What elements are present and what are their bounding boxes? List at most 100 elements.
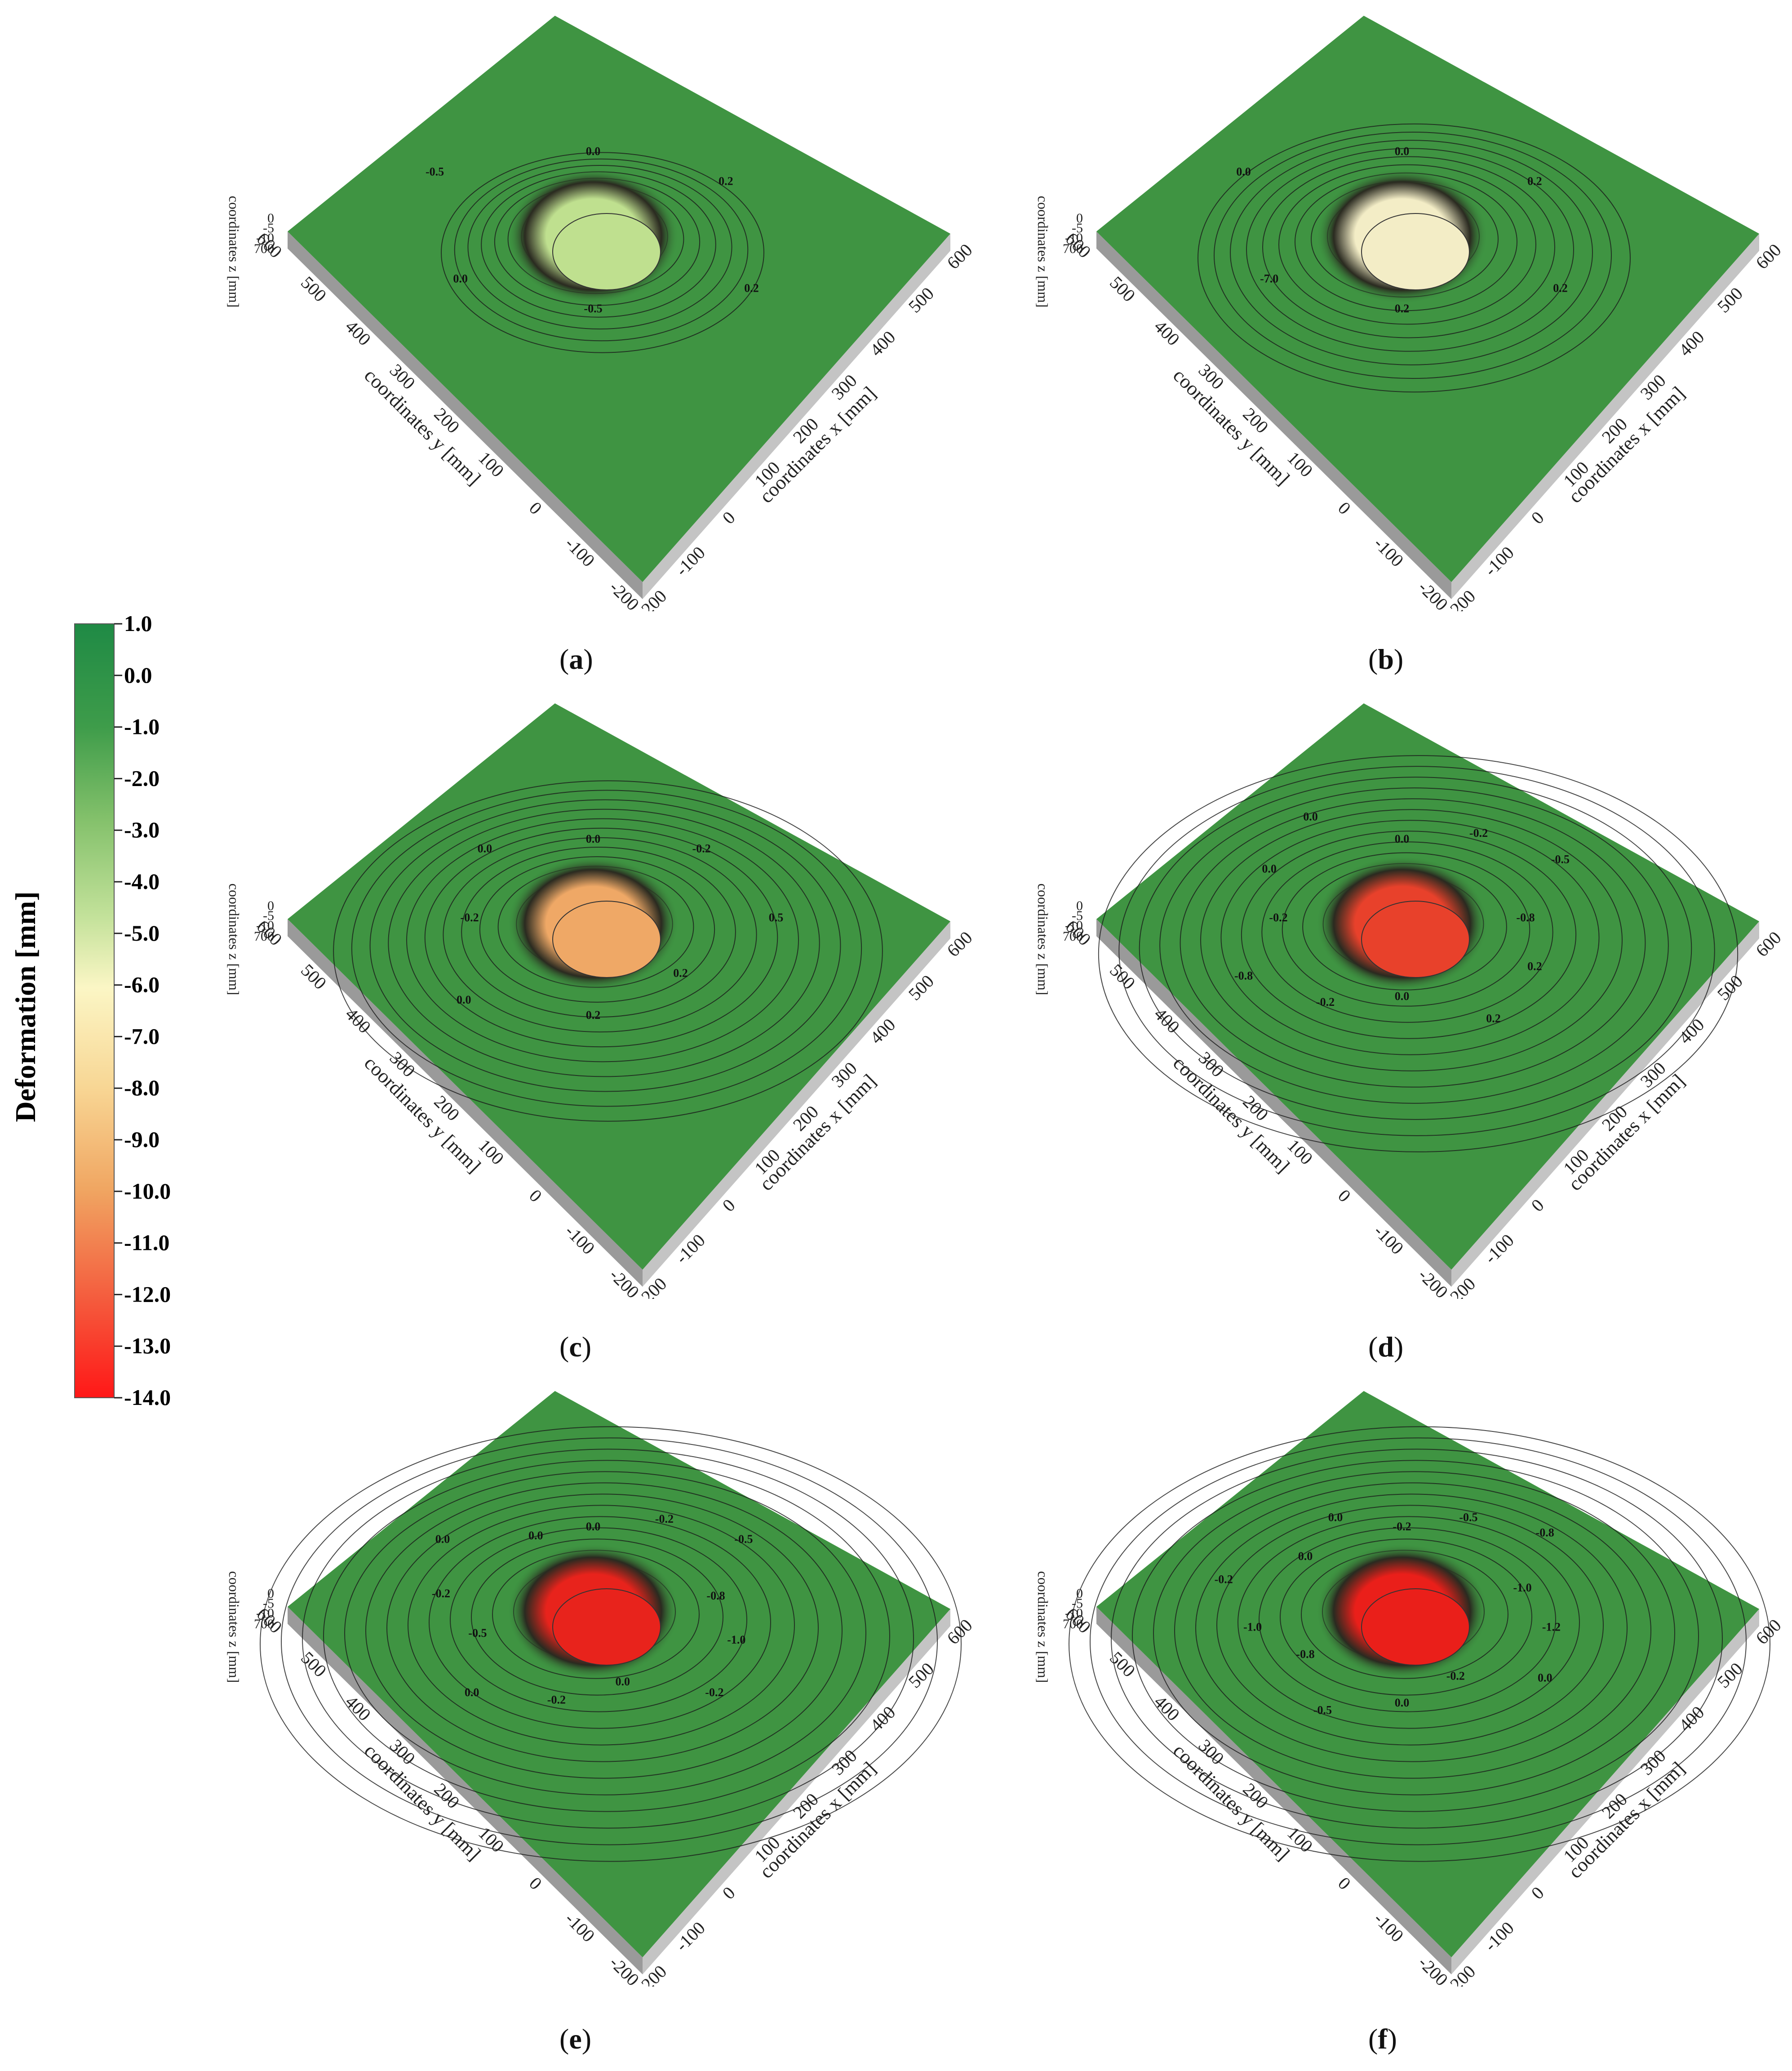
contour-line [406, 818, 799, 1062]
contour-label: -0.5 [1551, 853, 1570, 866]
z-tick-label: -5 [263, 221, 274, 236]
y-tick-label: 0 [525, 1185, 546, 1206]
x-tick-label: 0 [719, 1883, 739, 1903]
z-axis-label: coordinates z [mm] [226, 196, 242, 308]
surface-side-left [288, 231, 643, 599]
contour-line [1069, 1426, 1770, 1862]
x-tick-label: 0 [1527, 1195, 1548, 1216]
contour-label: -0.2 [432, 1587, 450, 1600]
contour-line [1246, 148, 1574, 352]
z-axis-label: coordinates z [mm] [1035, 196, 1051, 308]
contour-line [1174, 1482, 1651, 1779]
z-tick-label: 0 [267, 211, 274, 226]
z-tick-label: 0 [1076, 898, 1083, 913]
contour-label: 0.0 [1538, 1671, 1552, 1684]
contour-label: -0.5 [584, 302, 602, 315]
contour-line [1118, 766, 1715, 1136]
surface-side-right [643, 921, 950, 1287]
contour-line [1198, 123, 1631, 393]
contour-label: 0.0 [435, 1533, 450, 1546]
contour-line [281, 1437, 938, 1845]
z-tick-label: -5 [1072, 908, 1083, 923]
contour-line [365, 1482, 843, 1779]
contour-label: -0.2 [547, 1693, 566, 1707]
z-tick-label: 0 [1076, 211, 1083, 226]
deformation-center [552, 213, 661, 290]
contour-label: 0.0 [1395, 145, 1410, 158]
contour-line [450, 1527, 747, 1712]
surface-plot: -0.2 -0.5 -0.8 -1.0 -1.2 0.0 -0.2 0.0 -0.5 -0.8 -1… [1035, 1391, 1785, 1987]
surface-side-right [643, 234, 950, 599]
contour-label: 0.2 [673, 967, 688, 980]
y-tick-label: 0 [1334, 1185, 1355, 1206]
z-tick-label: -10 [1065, 1606, 1083, 1621]
contour-line [1200, 809, 1623, 1071]
contour-label: 0.0 [465, 1686, 479, 1699]
contour-label: 0.2 [1486, 1012, 1501, 1025]
contour-line [1180, 798, 1646, 1088]
caption-c: (c) [559, 1331, 592, 1363]
x-tick-label: 0 [719, 507, 739, 528]
contour-line [388, 809, 820, 1077]
y-top-tick-label: 700 [1063, 241, 1083, 256]
y-top-tick-label: 700 [1063, 929, 1083, 944]
y-top-tick-label: 700 [1063, 1617, 1083, 1631]
colorbar-svg: 1.0 0.0 -1.0 -2.0 -3.0 -4.0 -5.0 -6.0 -7.0 -8.0 -9… [9, 611, 171, 1410]
contour-line [369, 799, 841, 1092]
contour-label: -7.0 [1260, 272, 1278, 285]
contour-label: 0.0 [528, 1529, 543, 1542]
contour-label: 0.2 [1527, 175, 1542, 188]
contour-label: 0.0 [1298, 1550, 1313, 1563]
deformation-center [1361, 213, 1470, 290]
panel-d: 0.0 -0.2 -0.5 -0.8 0.2 0.2 0.0 -0.2 -0.8 -0.2 0.0 0… [1011, 688, 1792, 1299]
colorbar-gradient [74, 623, 115, 1398]
contour-label: -0.2 [1269, 911, 1287, 924]
colorbar-tick-label: -2.0 [124, 765, 160, 791]
z-tick-label: -10 [256, 1606, 274, 1621]
contour-line [1278, 164, 1536, 325]
contour-line [1139, 777, 1692, 1120]
surface-side-left [288, 1607, 643, 1974]
deformation-center [1361, 901, 1470, 978]
y-tick-label: 0 [525, 1873, 546, 1893]
contour-line [1282, 852, 1530, 1007]
contour-label: -0.8 [1536, 1526, 1554, 1539]
z-tick-label: -10 [1065, 918, 1083, 933]
contour-label: -0.5 [468, 1627, 487, 1640]
surface-plot: 0.00.20.2-0.50.0-0.5-200-100010020030040… [226, 16, 976, 611]
contour-line [1098, 755, 1739, 1152]
y-tick-label: 0 [1334, 498, 1355, 518]
contour-label: -0.8 [1516, 911, 1535, 924]
z-tick-label: 0 [267, 898, 274, 913]
z-tick-label: 0 [267, 1586, 274, 1601]
contour-label: 0.5 [769, 911, 784, 924]
deformation-center [552, 901, 661, 978]
contour-line [344, 1471, 866, 1795]
contour-label: 0.2 [744, 282, 759, 295]
deformation-center [1361, 1588, 1470, 1666]
contour-line [1214, 131, 1612, 379]
contour-label: 0.2 [1553, 282, 1568, 295]
contour-label: -0.5 [1313, 1703, 1332, 1716]
contour-line [386, 1493, 819, 1762]
colorbar-tick-label: -6.0 [124, 972, 160, 997]
contour-line [1090, 1437, 1747, 1845]
colorbar-tick-label: -1.0 [124, 714, 160, 739]
contour-line [1261, 841, 1553, 1023]
panel-a: 0.0 0.2 0.2 -0.5 0.0 -0.5 -200 -100 0 100 200 300 40… [202, 0, 1011, 611]
colorbar-tick-label: -12.0 [124, 1281, 171, 1307]
contour-label: -1.0 [1243, 1620, 1262, 1633]
colorbar-tick-label: -7.0 [124, 1023, 160, 1049]
colorbar-tick-label: -3.0 [124, 817, 160, 842]
x-tick-label: 0 [1527, 507, 1548, 528]
contour-label: -0.8 [706, 1589, 725, 1602]
contour-line [424, 827, 778, 1048]
contour-label: -0.2 [460, 911, 479, 924]
z-tick-label: -5 [1072, 1596, 1083, 1611]
contour-label: -0.2 [705, 1686, 723, 1699]
contour-line [351, 790, 862, 1107]
contour-label: -0.2 [1446, 1670, 1465, 1683]
colorbar: 1.0 0.0 -1.0 -2.0 -3.0 -4.0 -5.0 -6.0 -7.0 -8.0 -9… [0, 0, 234, 1440]
colorbar-tick-label: -10.0 [124, 1178, 171, 1204]
contour-label: -1.2 [1542, 1620, 1561, 1633]
